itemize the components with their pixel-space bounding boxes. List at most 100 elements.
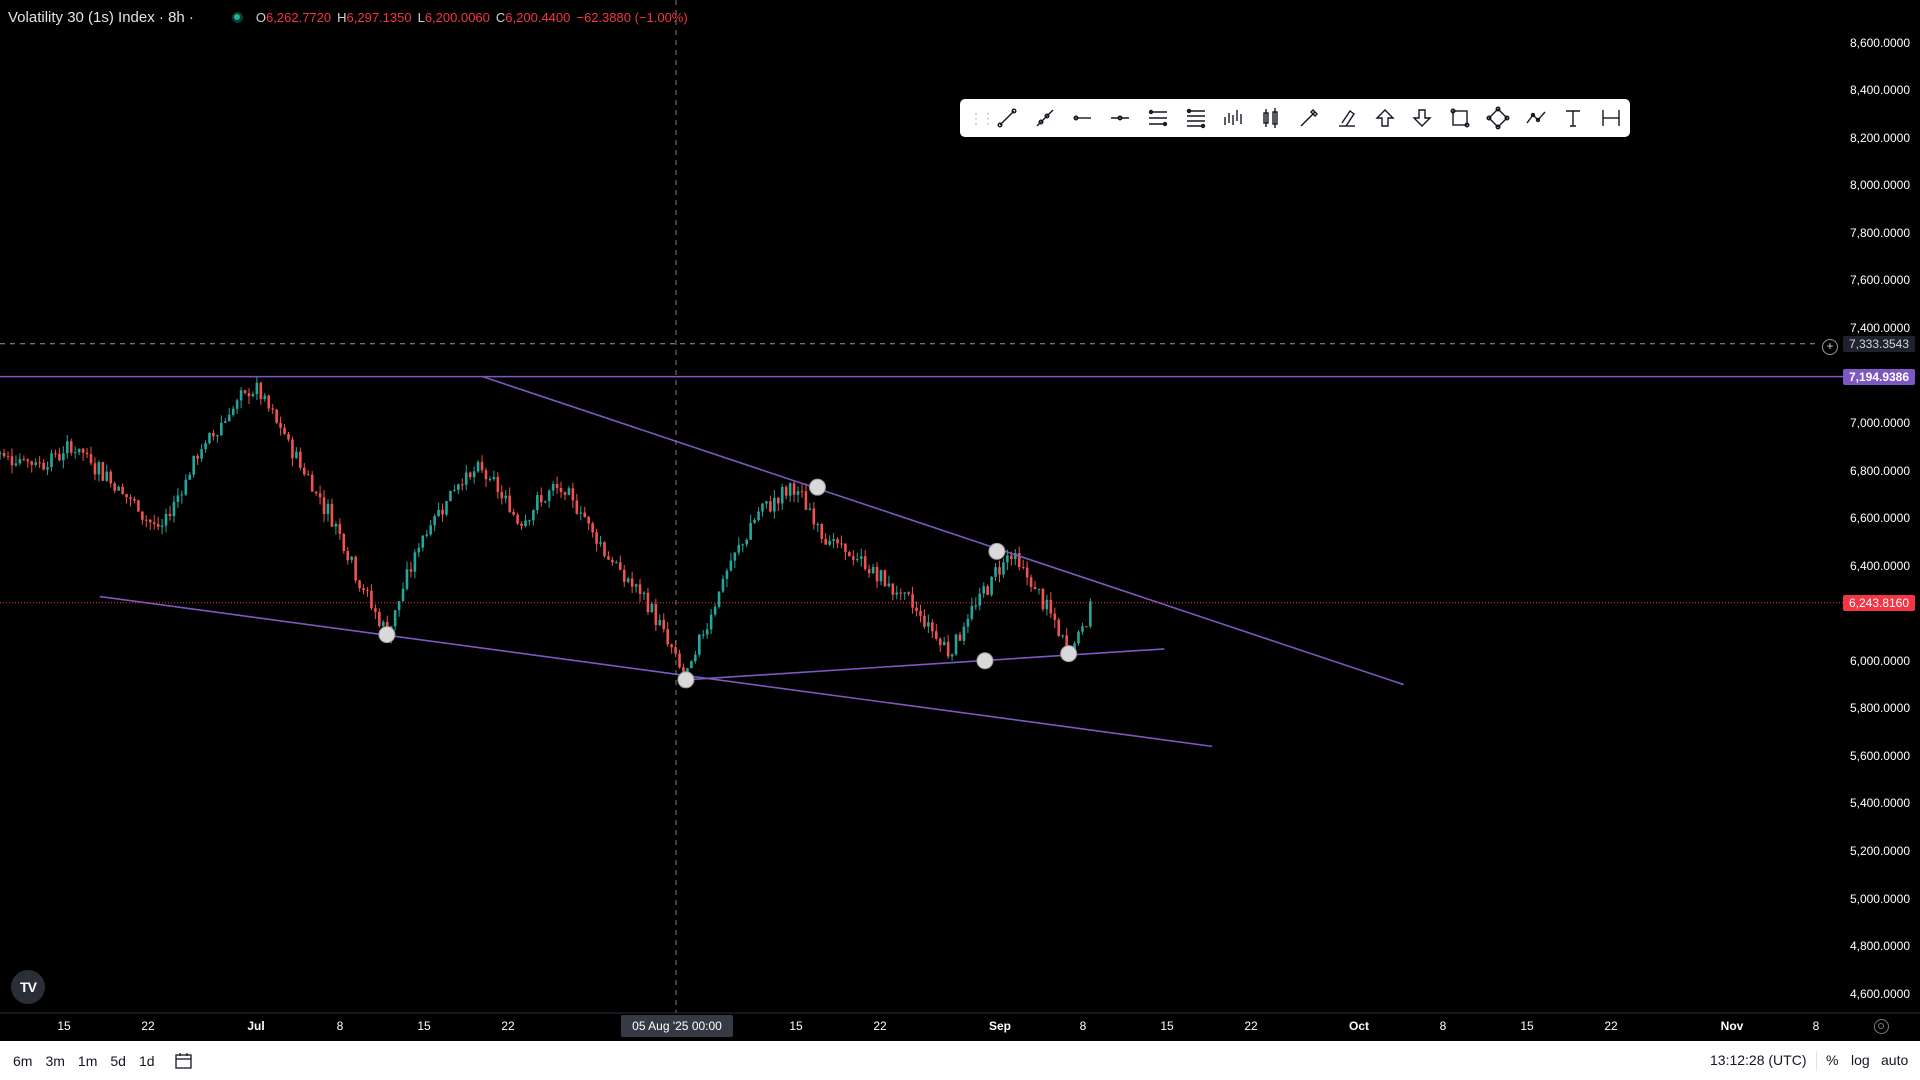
candle-body [694,654,697,662]
trendline-icon[interactable] [988,103,1026,133]
ray-icon[interactable] [1026,103,1064,133]
calendar-goto-icon[interactable] [174,1052,193,1069]
candle-body [488,479,492,481]
price-tick-label: 7,400.0000 [1849,320,1910,335]
timeframe-3m[interactable]: 3m [45,1052,65,1069]
settings-gear-icon[interactable] [1874,1019,1889,1034]
horizontal-ray-icon[interactable] [1064,103,1102,133]
crosshair-price-tag: 7,333.3543 [1843,335,1915,352]
pivot-marker[interactable] [976,652,994,670]
candle-body [14,463,18,466]
path-icon[interactable] [1517,103,1555,133]
candle-body [346,551,350,561]
candle-body [792,483,796,495]
candle-body [919,610,922,616]
candle-body [405,569,409,589]
candle-body [658,619,662,626]
last-price-tag: 6,243.8160 [1843,594,1915,611]
text-icon[interactable] [1554,103,1592,133]
arrow-up-icon[interactable] [1366,103,1404,133]
tradingview-logo[interactable]: TV [11,970,45,1004]
parallel-channel-icon[interactable] [1139,103,1177,133]
candle-body [129,497,132,499]
candle-body [934,631,938,639]
candle-body [844,543,847,552]
drag-handle-icon[interactable]: ⋮⋮ [969,109,995,126]
candle-body [1017,553,1021,567]
candle-body [903,592,906,594]
timeframe-1d[interactable]: 1d [138,1052,155,1069]
candle-body [923,615,926,627]
percent-toggle[interactable]: % [1826,1052,1839,1068]
candle-body [121,486,124,494]
candle-body [46,467,49,470]
price-tick-label: 8,200.0000 [1849,130,1910,145]
rotated-rectangle-icon[interactable] [1479,103,1517,133]
candle-body [1033,586,1037,590]
candle-body [492,476,496,480]
arrow-down-icon[interactable] [1403,103,1441,133]
candle-body [931,622,934,632]
candle-body [583,512,587,517]
candle-body [824,538,827,545]
timeframe-5d[interactable]: 5d [110,1052,126,1069]
candle-body [753,520,756,523]
trendline-drawing-0[interactable] [482,375,1404,686]
candle-body [745,539,748,545]
timeframe-6m[interactable]: 6m [13,1052,33,1069]
candle-body [816,524,820,526]
trendline-drawing-2[interactable] [685,648,1165,681]
pivot-marker[interactable] [378,626,396,644]
price-tick-label: 5,800.0000 [1849,701,1910,716]
candle-body [543,501,547,503]
candle-body [524,520,527,527]
candle-body [1041,588,1045,610]
timeframe-1m[interactable]: 1m [77,1052,98,1069]
candle-body [1049,599,1053,614]
add-alert-icon[interactable]: + [1822,339,1838,355]
candle-body [1077,631,1080,644]
highlighter-icon[interactable] [1328,103,1366,133]
auto-toggle[interactable]: auto [1881,1052,1909,1068]
candle-body [733,552,737,561]
symbol-legend: Volatility 30 (1s) Index · 8h · O 6,262.7… [8,6,694,28]
pivot-marker[interactable] [677,671,695,689]
candle-body [326,503,330,515]
utc-clock[interactable]: 13:12:28 (UTC) [1710,1052,1807,1068]
candle-body [879,570,883,582]
bars-pattern-icon[interactable] [1215,103,1253,133]
candle-body [330,503,334,527]
drawings-layer[interactable] [0,375,1843,748]
symbol-title[interactable]: Volatility 30 (1s) Index · 8h · [8,8,194,26]
trendline-drawing-1[interactable] [99,595,1213,748]
candle-body [1057,619,1061,636]
candle-body [927,622,930,627]
price-change: −62.3880 (−1.00%) [576,9,688,25]
horizontal-line-icon[interactable] [1101,103,1139,133]
candle-body [362,588,365,591]
time-tick-label: 22 [1604,1019,1618,1033]
pivot-marker[interactable] [808,478,826,496]
candle-body [899,592,903,594]
pivot-marker[interactable] [988,542,1006,560]
candle-body [709,614,713,630]
candle-body [354,556,357,581]
candle-body [69,441,73,453]
long-position-icon[interactable] [1252,103,1290,133]
log-toggle[interactable]: log [1851,1052,1870,1068]
brush-icon[interactable] [1290,103,1328,133]
candle-body [97,462,101,475]
drawing-toolbar: ⋮⋮ [960,99,1630,137]
candle-body [690,661,693,669]
pivot-marker[interactable] [1060,645,1078,663]
candle-body [295,451,298,459]
candle-body [81,448,85,453]
fib-retracement-icon[interactable] [1177,103,1215,133]
price-tick-label: 5,600.0000 [1849,748,1910,763]
candle-body [480,461,484,471]
price-tick-label: 7,800.0000 [1849,225,1910,240]
rectangle-icon[interactable] [1441,103,1479,133]
date-range-icon[interactable] [1592,103,1630,133]
candle-body [591,523,594,533]
